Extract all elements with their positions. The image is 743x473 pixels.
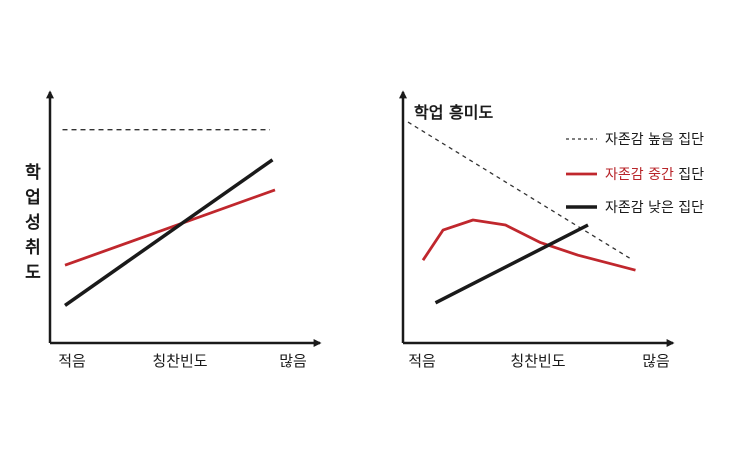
left-ylabel-char-3: 성 [25,213,41,233]
left-series-black-line [63,158,274,307]
left-ylabel-char-5: 도 [25,263,41,283]
right-ylabel: 학업 흥미도 [414,103,493,122]
right-x-tick-high: 많음 [642,352,670,370]
left-series-red-line [64,188,276,267]
right-legend: 자존감 높음 집단 자존감 중간 집단 자존감 낮은 집단 [566,132,704,216]
right-chart: 학업 흥미도 적음 칭찬빈도 많음 자존감 높음 집단 자존감 중간 집단 자존… [399,90,704,370]
legend-label-high: 자존감 높음 집단 [605,132,704,148]
legend-label-low: 자존감 낮은 집단 [605,200,704,216]
right-x-tick-low: 적음 [408,352,436,370]
right-x-tick-mid: 칭찬빈도 [510,352,565,370]
right-series-high-dotted-line [407,121,634,261]
right-series-low-black-line [434,223,589,305]
right-series-mid-red-line [421,218,636,272]
left-x-tick-high: 많음 [279,352,307,370]
left-chart: 학 업 성 취 도 적음 칭찬빈도 많음 [25,90,322,370]
left-x-tick-mid: 칭찬빈도 [152,352,207,370]
legend-label-mid-suffix: 집단 [674,167,704,183]
left-ylabel-char-4: 취 [25,237,41,258]
left-x-tick-low: 적음 [58,352,86,370]
legend-label-mid-colored: 자존감 중간 [605,167,674,183]
left-ylabel-char-1: 학 [25,163,41,183]
left-ylabel-char-2: 업 [25,188,41,208]
legend-label-mid: 자존감 중간 집단 [605,167,704,183]
